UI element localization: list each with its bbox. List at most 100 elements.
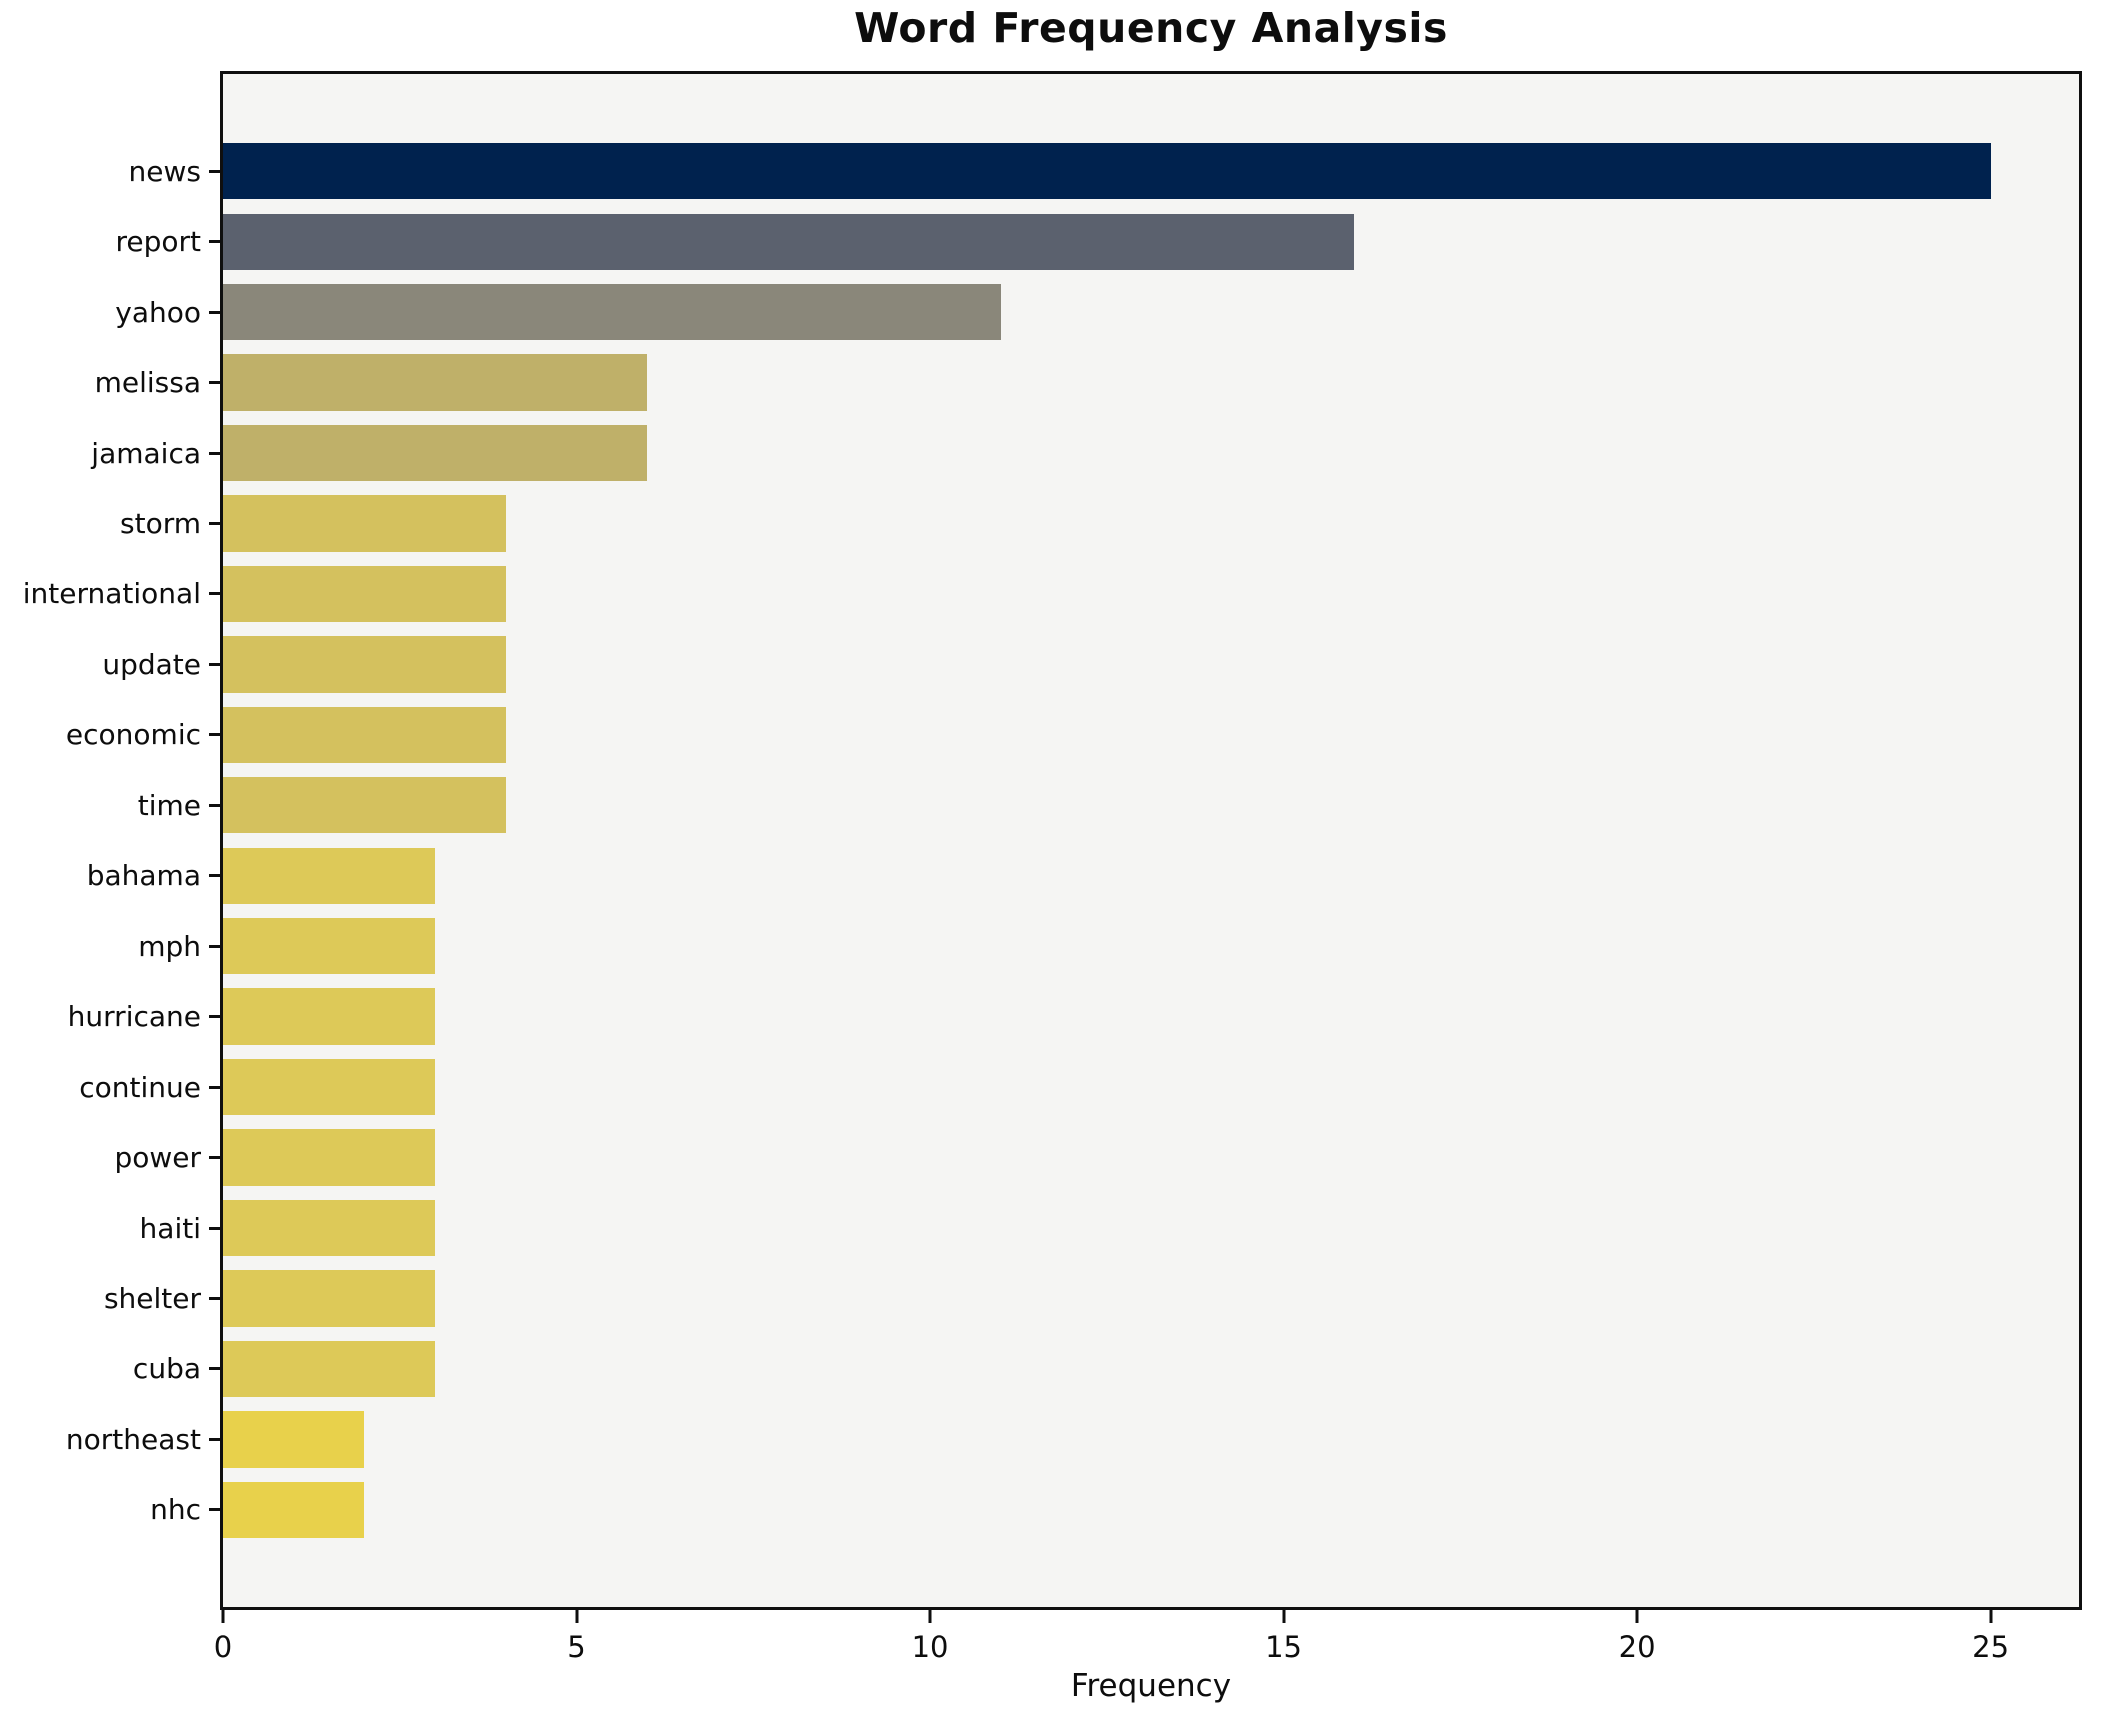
x-tick-label-5: 5 xyxy=(567,1630,586,1664)
bar-continue xyxy=(223,1058,436,1116)
bar-row xyxy=(223,1404,2079,1474)
y-tick-mark xyxy=(209,874,220,878)
y-row: haiti xyxy=(0,1193,220,1263)
y-row: economic xyxy=(0,700,220,770)
y-row: continue xyxy=(0,1052,220,1122)
x-axis: 0 5 10 15 20 25 xyxy=(214,1610,2079,1680)
bar-time xyxy=(223,777,506,834)
y-tick-mark xyxy=(209,310,220,314)
bar-row xyxy=(223,700,2079,770)
y-tick-mark xyxy=(209,662,220,666)
y-tick-label-bahama: bahama xyxy=(86,859,201,893)
x-tick-mark xyxy=(1635,1610,1639,1623)
x-tick-mark xyxy=(1989,1610,1993,1623)
y-row: melissa xyxy=(0,347,220,417)
y-tick-mark xyxy=(209,240,220,244)
y-tick-mark xyxy=(209,1156,220,1160)
y-row: shelter xyxy=(0,1263,220,1333)
y-tick-mark xyxy=(209,1508,220,1512)
bar-row xyxy=(223,1334,2079,1404)
bar-row xyxy=(223,347,2079,417)
bar-row xyxy=(223,1193,2079,1263)
bar-power xyxy=(223,1129,436,1186)
bar-economic xyxy=(223,706,506,764)
bar-row xyxy=(223,136,2079,206)
plot-area xyxy=(220,71,2082,1610)
y-tick-label-mph: mph xyxy=(138,929,201,963)
bar-row xyxy=(223,418,2079,488)
y-tick-mark xyxy=(209,1296,220,1300)
y-tick-mark xyxy=(209,1437,220,1441)
bar-row xyxy=(223,770,2079,840)
bar-row xyxy=(223,629,2079,699)
y-row: news xyxy=(0,136,220,206)
y-tick-label-yahoo: yahoo xyxy=(115,295,201,329)
y-tick-label-hurricane: hurricane xyxy=(67,1000,201,1034)
bar-melissa xyxy=(223,354,648,411)
y-row: report xyxy=(0,206,220,276)
y-row: hurricane xyxy=(0,981,220,1051)
y-tick-mark xyxy=(209,1367,220,1371)
bar-hurricane xyxy=(223,988,436,1045)
x-tick-label-0: 0 xyxy=(213,1630,233,1664)
bar-nhc xyxy=(223,1481,365,1539)
x-axis-label: Frequency xyxy=(1070,1668,1232,1704)
y-tick-label-update: update xyxy=(102,647,201,681)
bar-shelter xyxy=(223,1270,436,1327)
y-tick-label-economic: economic xyxy=(65,718,201,752)
bar-row xyxy=(223,488,2079,558)
bar-news xyxy=(223,143,1991,200)
y-row: nhc xyxy=(0,1475,220,1545)
y-tick-label-report: report xyxy=(115,225,201,259)
y-tick-label-continue: continue xyxy=(79,1070,201,1104)
y-tick-label-international: international xyxy=(22,577,201,611)
y-tick-label-news: news xyxy=(128,154,201,188)
y-row: time xyxy=(0,770,220,840)
x-tick-mark xyxy=(928,1610,932,1623)
bar-update xyxy=(223,636,506,693)
x-tick-label-10: 10 xyxy=(911,1630,949,1664)
y-tick-mark xyxy=(209,803,220,807)
y-tick-mark xyxy=(209,944,220,948)
bar-mph xyxy=(223,918,436,975)
y-tick-mark xyxy=(209,521,220,525)
y-row: cuba xyxy=(0,1334,220,1404)
y-tick-label-power: power xyxy=(114,1141,201,1175)
y-row: storm xyxy=(0,488,220,558)
y-row: power xyxy=(0,1122,220,1192)
y-tick-label-jamaica: jamaica xyxy=(91,436,201,470)
y-row: bahama xyxy=(0,841,220,911)
bar-row xyxy=(223,206,2079,276)
y-tick-mark xyxy=(209,169,220,173)
bar-row xyxy=(223,559,2079,629)
y-tick-label-melissa: melissa xyxy=(94,366,201,400)
bar-yahoo xyxy=(223,283,1001,341)
x-tick-mark xyxy=(221,1610,225,1623)
x-tick-label-25: 25 xyxy=(1972,1630,2010,1664)
y-tick-mark xyxy=(209,451,220,455)
bar-jamaica xyxy=(223,424,648,482)
bar-row xyxy=(223,911,2079,981)
y-tick-label-northeast: northeast xyxy=(65,1422,201,1456)
y-axis: news report yahoo melissa jamaica storm intern… xyxy=(0,74,220,1607)
y-row: international xyxy=(0,559,220,629)
chart-title: Word Frequency Analysis xyxy=(854,4,1448,52)
bar-row xyxy=(223,1122,2079,1192)
y-tick-label-haiti: haiti xyxy=(139,1211,201,1245)
y-tick-label-time: time xyxy=(137,788,201,822)
x-tick-label-15: 15 xyxy=(1265,1630,1303,1664)
y-tick-mark xyxy=(209,592,220,596)
y-row: yahoo xyxy=(0,277,220,347)
y-row: update xyxy=(0,629,220,699)
bar-row xyxy=(223,981,2079,1051)
bar-northeast xyxy=(223,1411,365,1468)
bar-international xyxy=(223,565,506,623)
y-tick-mark xyxy=(209,733,220,737)
bar-report xyxy=(223,213,1355,270)
x-tick-label-20: 20 xyxy=(1618,1630,1656,1664)
bar-row xyxy=(223,277,2079,347)
y-tick-mark xyxy=(209,1015,220,1019)
x-tick-mark xyxy=(575,1610,579,1623)
y-tick-label-cuba: cuba xyxy=(132,1352,201,1386)
